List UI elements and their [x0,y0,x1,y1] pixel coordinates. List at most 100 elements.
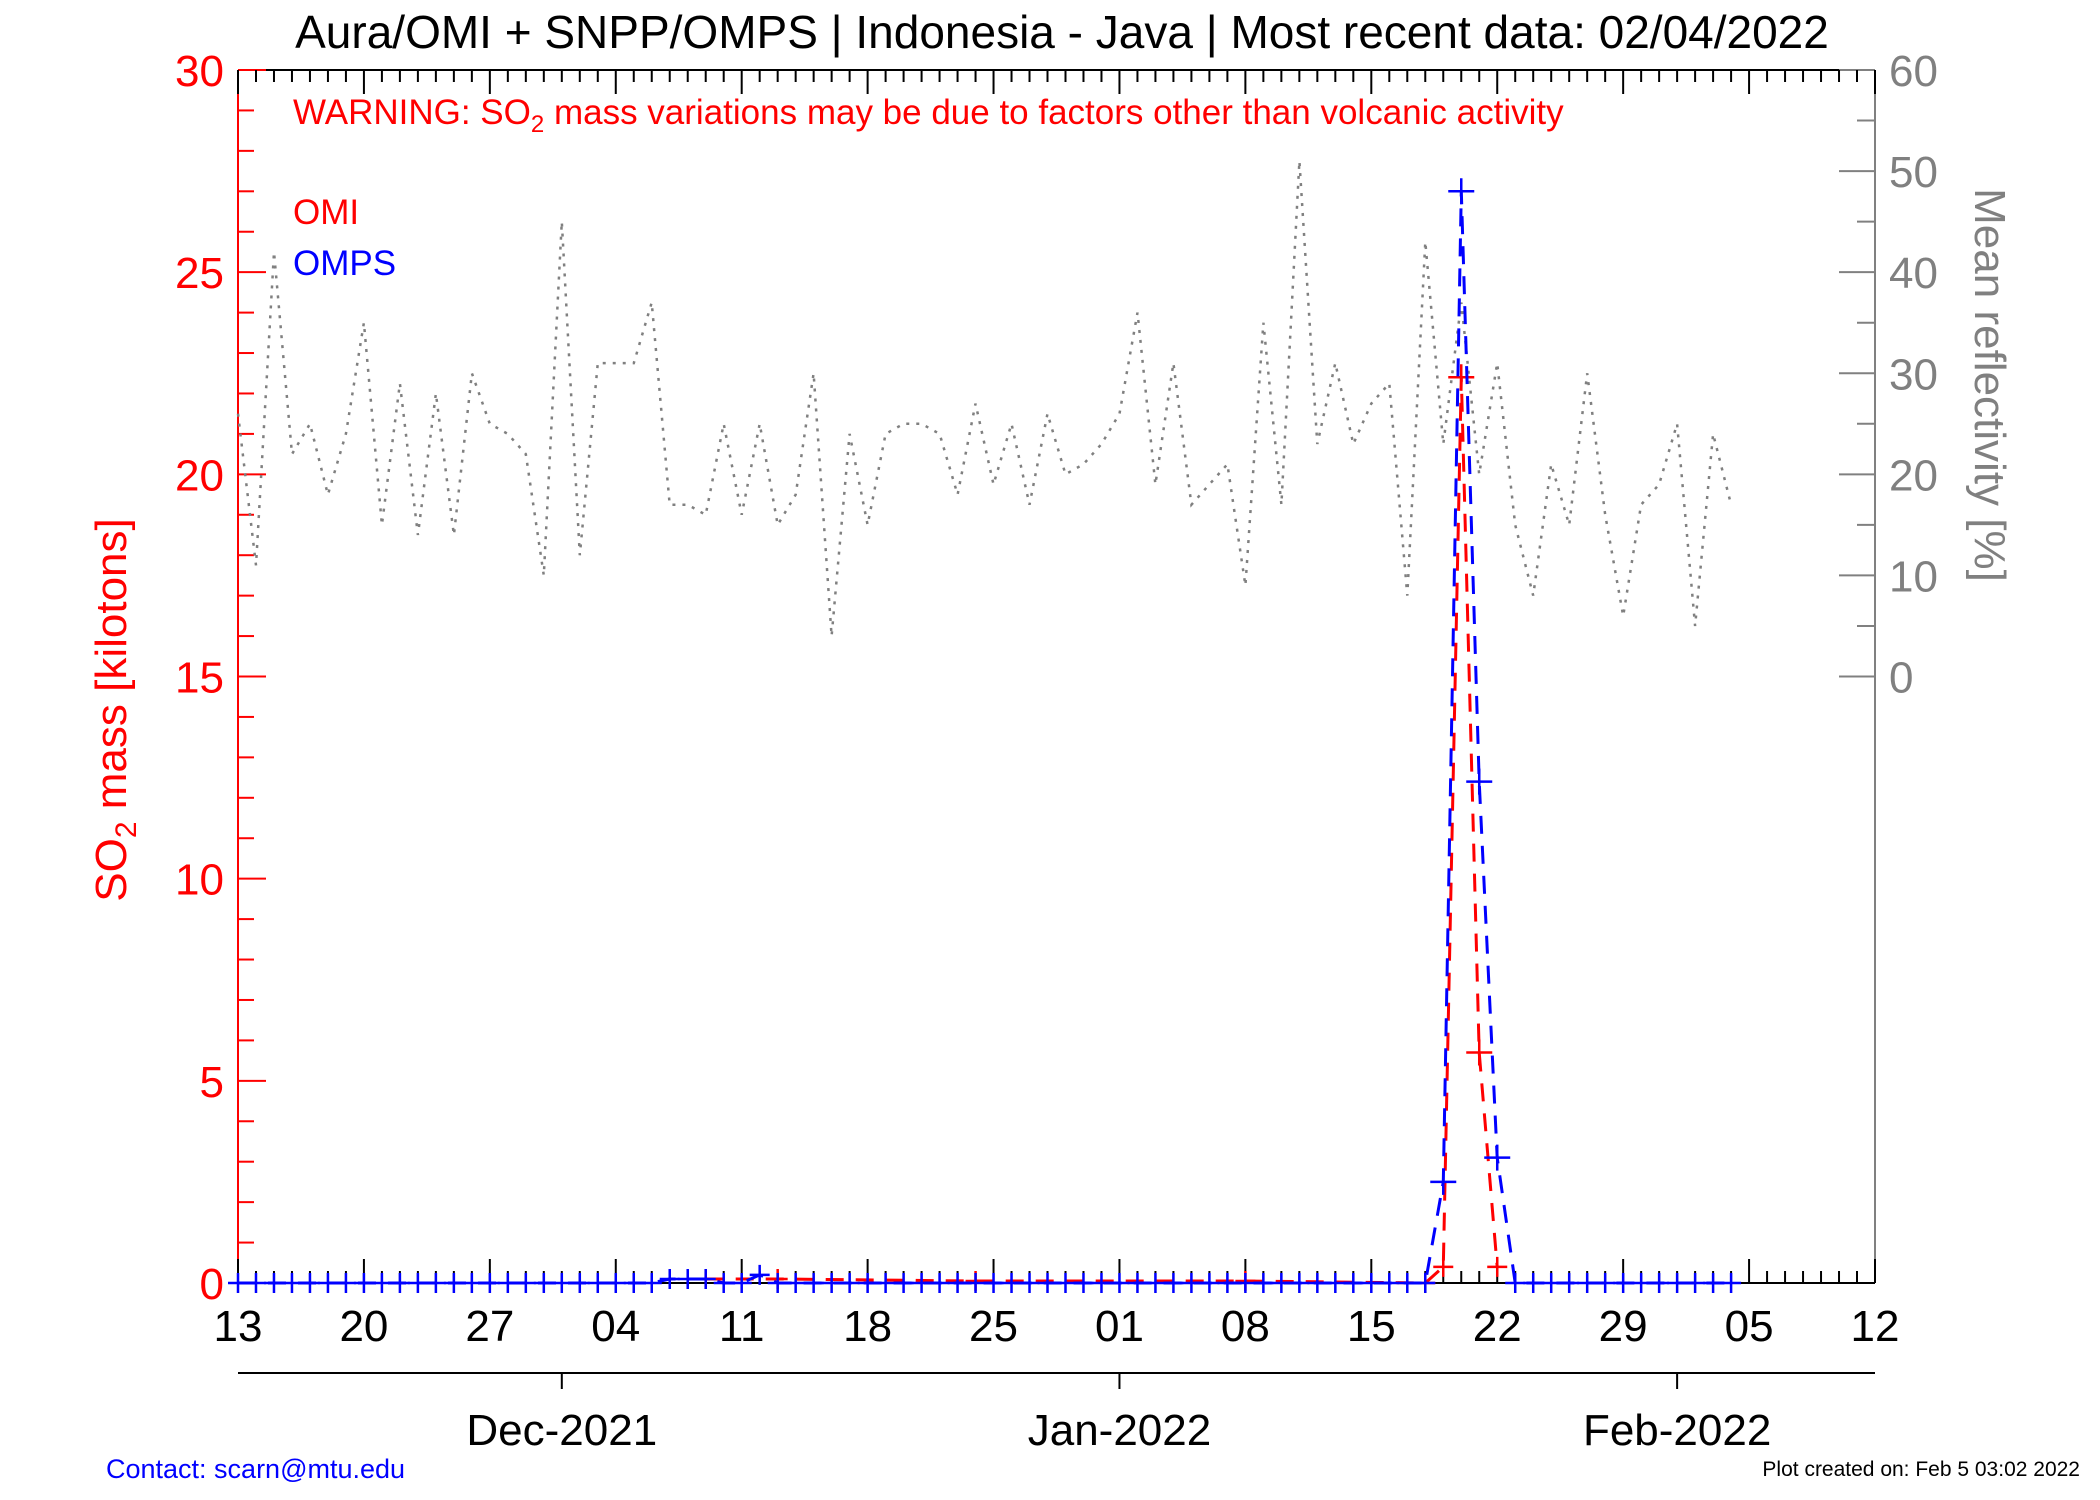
omps-point [245,1273,266,1293]
omps-point [1559,1273,1580,1293]
omps-point [461,1273,482,1293]
y-right-tick-label: 0 [1889,654,1913,703]
omps-point [1037,1273,1058,1293]
omps-point [983,1273,1004,1293]
omps-point [677,1268,698,1289]
omps-point [1325,1273,1346,1293]
x-tick-label: 05 [1725,1302,1774,1351]
x-tick-label: 22 [1473,1302,1522,1351]
omps-point [749,1264,770,1285]
ylabel-left-subscript: 2 [110,821,143,838]
omps-point [1379,1273,1400,1293]
omps-point [1703,1273,1724,1293]
ylabel-left-suffix: mass [kilotons] [87,518,136,821]
omps-point [1343,1273,1364,1293]
x-tick-label: 27 [465,1302,514,1351]
y-right-tick-label: 40 [1889,249,1938,298]
omps-point [335,1273,356,1293]
x-tick-label: 18 [843,1302,892,1351]
omps-point [785,1273,806,1293]
omps-point [821,1273,842,1293]
legend-omps: OMPS [293,244,396,283]
month-label: Dec-2021 [466,1406,657,1455]
omps-point [479,1273,500,1293]
omps-point [965,1273,986,1293]
omps-point [515,1273,536,1293]
x-tick-label: 29 [1599,1302,1648,1351]
y-right-tick-label: 20 [1889,451,1938,500]
omps-point [1631,1273,1652,1293]
omps-point [497,1273,518,1293]
omps-point [1613,1273,1634,1293]
omps-point [623,1273,644,1293]
month-label: Jan-2022 [1028,1406,1211,1455]
x-tick-label: 25 [969,1302,1018,1351]
omps-point [1235,1273,1256,1293]
legend-omi: OMI [293,193,359,232]
omps-point [1667,1273,1688,1293]
x-tick-label: 08 [1221,1302,1270,1351]
omps-point [1253,1273,1274,1293]
omps-point [1721,1273,1742,1293]
omps-point [587,1273,608,1293]
x-tick-label: 13 [214,1302,263,1351]
ylabel-left-prefix: SO [87,838,136,902]
omps-point [1484,1144,1511,1171]
omps-point [533,1273,554,1293]
omps-point [803,1273,824,1293]
omps-point [1595,1273,1616,1293]
x-tick-label: 11 [719,1302,765,1351]
omps-point [1145,1273,1166,1293]
omps-point [1271,1273,1292,1293]
x-tick-label: 12 [1851,1302,1900,1351]
omps-point [1649,1273,1670,1293]
y-right-tick-label: 50 [1889,148,1938,197]
month-label: Feb-2022 [1583,1406,1771,1455]
omps-point [1073,1273,1094,1293]
omps-point [1448,178,1475,205]
omps-point [299,1273,320,1293]
omps-point [317,1273,338,1293]
y-axis-left-label: SO2 mass [kilotons] [87,518,143,901]
x-tick-label: 04 [591,1302,640,1351]
y-left-tick-label: 25 [175,249,224,298]
omps-point [551,1273,572,1293]
omps-point [1415,1273,1436,1293]
omi-point [1448,364,1475,391]
omps-point [1181,1273,1202,1293]
warning-text: WARNING: SO2 mass variations may be due … [293,93,1564,138]
omps-point [947,1273,968,1293]
x-tick-label: 20 [339,1302,388,1351]
omps-point [1163,1273,1184,1293]
y-left-tick-label: 0 [200,1260,224,1309]
omps-point [389,1273,410,1293]
omps-point [1307,1273,1328,1293]
omi-point [1466,1039,1493,1066]
x-tick-label: 01 [1095,1302,1144,1351]
omps-point [1127,1273,1148,1293]
omps-point [839,1273,860,1293]
y-left-tick-label: 30 [175,47,224,96]
y-left-tick-label: 15 [175,654,224,703]
omps-point [443,1273,464,1293]
omps-point [1505,1273,1526,1293]
contact-text: Contact: scarn@mtu.edu [106,1454,406,1484]
omps-point [713,1273,734,1293]
y-axis-right-label: Mean reflectivity [%] [1965,188,2014,582]
plot-created-text: Plot created on: Feb 5 03:02 2022 [1762,1458,2080,1481]
series-line-reflectivity [236,160,1733,637]
omps-point [1217,1273,1238,1293]
omps-point [893,1273,914,1293]
omps-point [1019,1273,1040,1293]
omi-point [1433,1256,1454,1277]
chart-title: Aura/OMI + SNPP/OMPS | Indonesia - Java … [295,6,1829,58]
y-right-tick-label: 30 [1889,350,1938,399]
omps-point [1361,1273,1382,1293]
warning-suffix: mass variations may be due to factors ot… [544,93,1564,132]
omps-point [1109,1273,1130,1293]
omps-point [695,1268,716,1289]
omps-point [605,1273,626,1293]
omps-point [407,1273,428,1293]
series-line-omps [238,191,1732,1285]
